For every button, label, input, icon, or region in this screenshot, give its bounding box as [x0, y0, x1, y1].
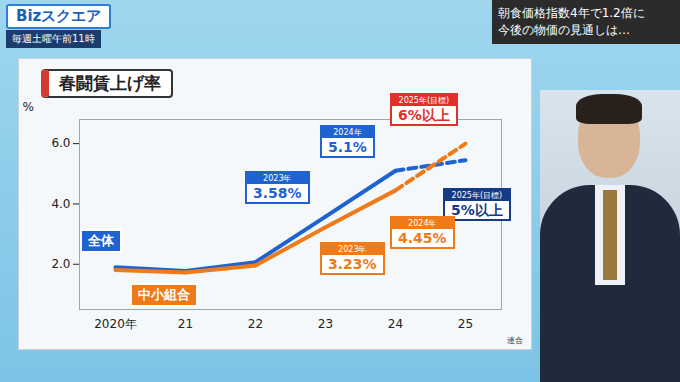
html-text:4.45%: 4.45%: [398, 229, 447, 246]
svg-text:21: 21: [178, 317, 193, 331]
html-text:中小組合: 中小組合: [138, 287, 190, 303]
html-text:2025年(目標): 2025年(目標): [398, 96, 450, 106]
svg-text:%: %: [23, 100, 34, 114]
html-text:5.1%: 5.1%: [328, 139, 367, 156]
html-text:2023年: 2023年: [263, 174, 292, 184]
html-text:2025年(目標): 2025年(目標): [451, 190, 503, 200]
svg-text:22: 22: [248, 317, 263, 331]
html-text:5%以上: 5%以上: [451, 201, 503, 218]
html-text:今後の物価の見通しは…: 今後の物価の見通しは…: [498, 23, 630, 37]
svg-text:24: 24: [388, 317, 403, 331]
html-text:3.58%: 3.58%: [253, 185, 302, 202]
html-text:春闘賃上げ率: 春闘賃上げ率: [59, 73, 161, 93]
html-text:連合: 連合: [507, 336, 523, 345]
svg-text:6.0: 6.0: [51, 136, 70, 150]
svg-text:2020年: 2020年: [94, 317, 137, 331]
svg-text:25: 25: [458, 317, 473, 331]
html-text:3.23%: 3.23%: [328, 255, 377, 272]
html-text:6%以上: 6%以上: [398, 107, 450, 124]
html-text:朝食価格指数4年で1.2倍に: 朝食価格指数4年で1.2倍に: [498, 6, 645, 20]
html-text:2024年: 2024年: [408, 218, 437, 228]
svg-text:23: 23: [318, 317, 333, 331]
html-text:2024年: 2024年: [333, 128, 362, 138]
html-text:毎週土曜午前11時: 毎週土曜午前11時: [12, 33, 95, 44]
html-text:Bizスクエア: Bizスクエア: [16, 7, 102, 25]
html-text:2023年: 2023年: [338, 244, 367, 254]
svg-text:4.0: 4.0: [51, 197, 70, 211]
svg-text:2.0: 2.0: [51, 257, 70, 271]
html-text:全体: 全体: [88, 232, 114, 248]
